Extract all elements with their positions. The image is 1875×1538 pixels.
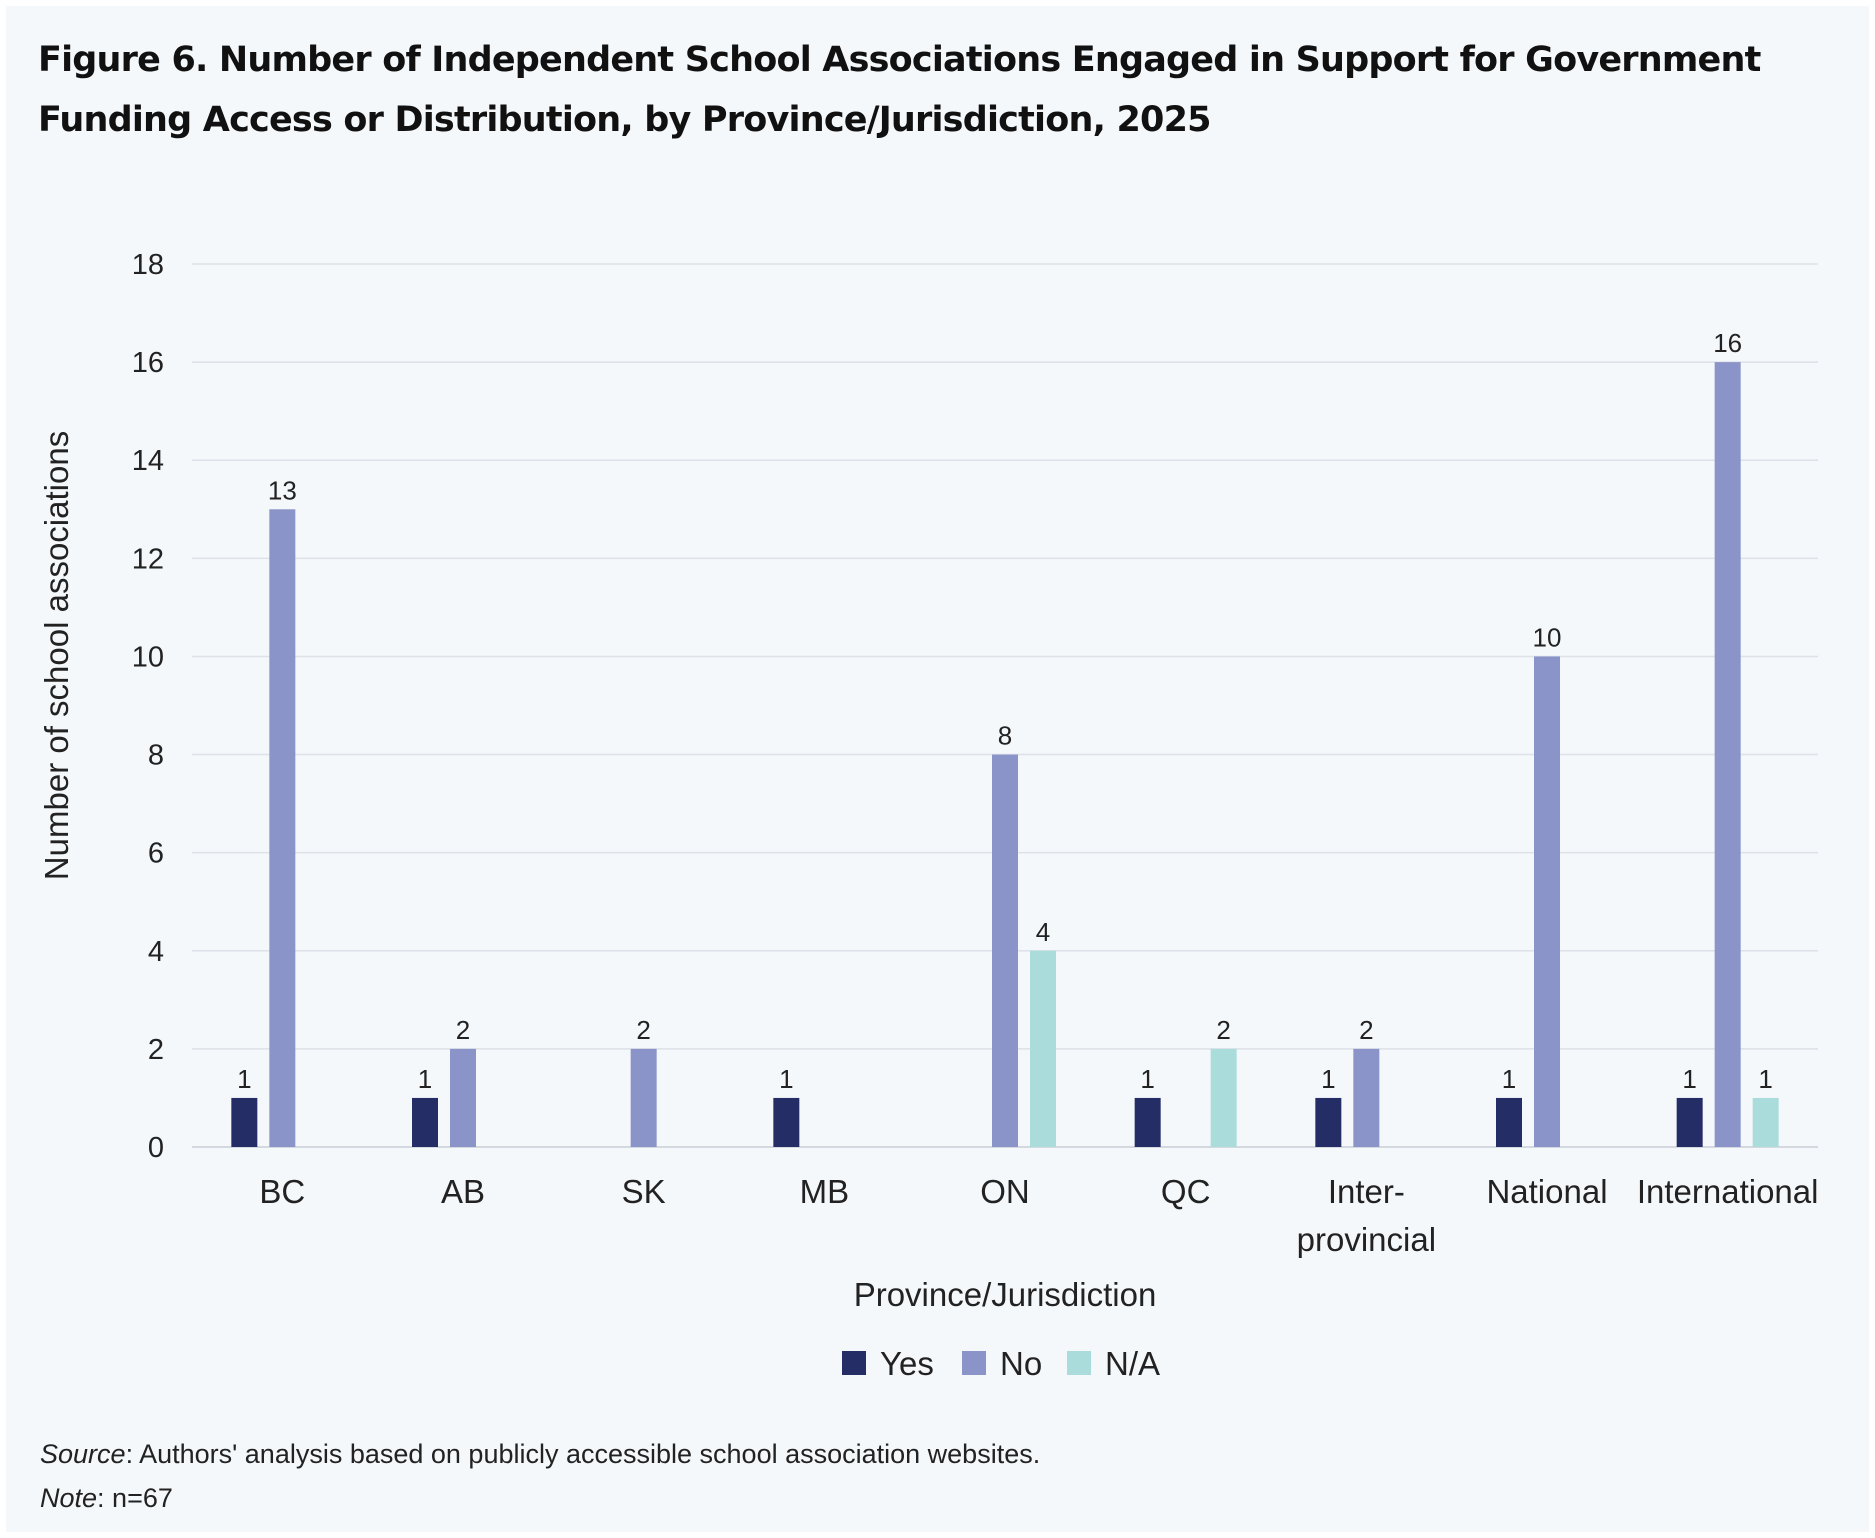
data-label: 1: [779, 1064, 793, 1094]
data-label: 4: [1036, 917, 1050, 947]
bars: [231, 362, 1779, 1148]
x-axis-title: Province/Jurisdiction: [854, 1276, 1157, 1313]
y-tick-label: 12: [132, 543, 164, 575]
data-label: 1: [1502, 1064, 1516, 1094]
x-category-label: SK: [622, 1173, 666, 1210]
data-label: 13: [268, 475, 297, 505]
x-category-label: BC: [259, 1173, 305, 1210]
bar: [269, 509, 296, 1147]
bar: [1030, 950, 1056, 1147]
bar: [1134, 1097, 1161, 1147]
y-tick-label: 10: [132, 641, 164, 673]
x-category-label: Inter-provincial: [1297, 1173, 1436, 1258]
bar: [450, 1048, 476, 1147]
legend-swatch: [1067, 1351, 1091, 1375]
y-tick-label: 2: [148, 1034, 164, 1066]
legend-swatch: [962, 1351, 986, 1375]
y-axis-ticks: 0 2 4 6 8 10 12 14 16 18: [132, 249, 164, 1164]
data-label: 2: [1216, 1015, 1230, 1045]
x-category-label: National: [1486, 1173, 1607, 1210]
y-tick-label: 16: [132, 347, 164, 379]
x-axis-categories: BC AB SK MB ON QC Inter-provincial National Inte…: [259, 1173, 1818, 1258]
legend-swatch: [842, 1351, 866, 1375]
bar: [1714, 362, 1741, 1148]
data-label: 8: [998, 721, 1012, 751]
source-text: : Authors' analysis based on publicly ac…: [125, 1439, 1041, 1469]
legend-label: No: [1000, 1345, 1042, 1382]
bar: [1496, 1097, 1522, 1147]
bar: [1353, 1048, 1380, 1147]
x-category-label: MB: [800, 1173, 850, 1210]
data-label: 10: [1533, 622, 1562, 652]
figure-title: Figure 6. Number of Independent School A…: [38, 40, 1761, 140]
x-category-label: QC: [1161, 1173, 1211, 1210]
bar: [773, 1097, 800, 1147]
x-category-label: AB: [441, 1173, 485, 1210]
sample-note: Note: n=67: [40, 1476, 1040, 1520]
bar: [412, 1097, 438, 1147]
data-label: 1: [1682, 1064, 1696, 1094]
y-tick-label: 4: [148, 936, 164, 968]
data-label: 16: [1713, 328, 1742, 358]
x-category-label: ON: [980, 1173, 1030, 1210]
note-text: : n=67: [97, 1483, 173, 1513]
figure-notes: Source: Authors' analysis based on publi…: [40, 1432, 1040, 1520]
data-label: 1: [1321, 1064, 1335, 1094]
bar: [992, 754, 1018, 1147]
y-axis-title: Number of school associations: [38, 431, 75, 880]
bar: [1676, 1097, 1703, 1147]
bar: [1534, 656, 1560, 1147]
bar: [1210, 1048, 1237, 1147]
bar: [630, 1048, 657, 1147]
data-label: 1: [1140, 1064, 1154, 1094]
bar: [1752, 1097, 1779, 1147]
y-tick-label: 0: [148, 1132, 164, 1164]
data-label: 1: [1758, 1064, 1772, 1094]
data-label: 2: [1359, 1015, 1373, 1045]
source-label: Source: [40, 1439, 126, 1469]
y-tick-label: 14: [132, 445, 164, 477]
legend-label: Yes: [880, 1345, 934, 1382]
data-label: 1: [418, 1064, 432, 1094]
legend-label: N/A: [1105, 1345, 1160, 1382]
y-tick-label: 18: [132, 249, 164, 281]
data-label: 2: [456, 1015, 470, 1045]
x-category-label: International: [1637, 1173, 1819, 1210]
y-tick-label: 8: [148, 740, 164, 772]
bar: [231, 1097, 258, 1147]
y-tick-label: 6: [148, 838, 164, 870]
note-label: Note: [40, 1483, 98, 1513]
data-label: 1: [237, 1064, 251, 1094]
data-label: 2: [636, 1015, 650, 1045]
legend: Yes No N/A: [842, 1345, 1160, 1382]
source-note: Source: Authors' analysis based on publi…: [40, 1432, 1040, 1476]
bar: [1315, 1097, 1342, 1147]
